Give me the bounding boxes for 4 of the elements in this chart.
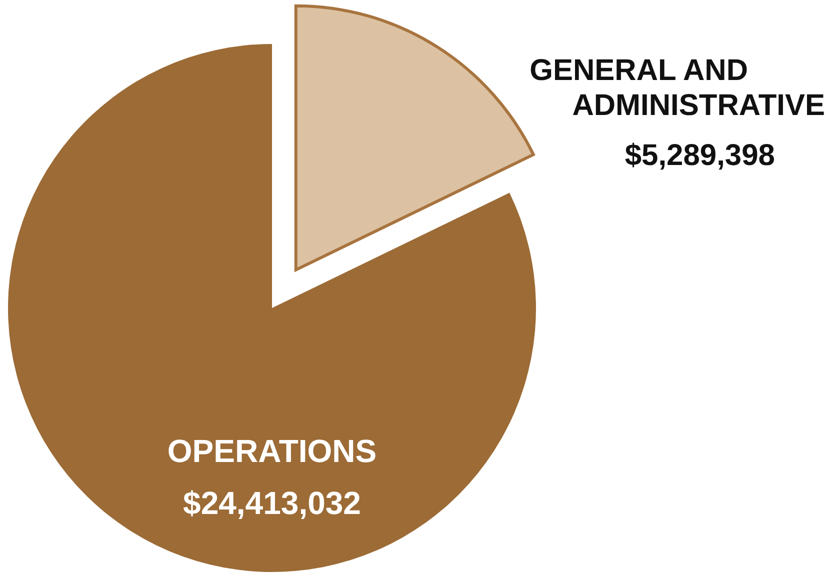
data-label: $24,413,032 (183, 485, 361, 521)
slice-label: GENERAL AND ADMINISTRATIVE (530, 54, 825, 122)
slice-label: OPERATIONS (167, 433, 377, 469)
data-label: $5,289,398 (624, 139, 775, 172)
